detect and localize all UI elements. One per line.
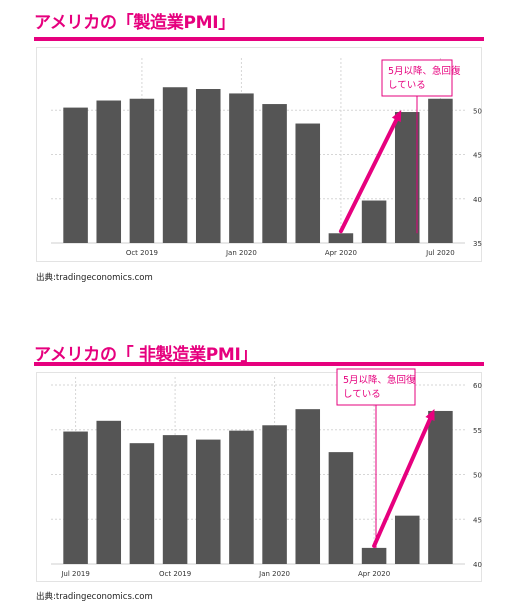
bar-apr-2020 [328, 233, 354, 243]
y-tick-label: 45 [473, 516, 482, 524]
bar-may-2020 [361, 200, 387, 243]
bar-may-2020 [394, 515, 420, 564]
bar-aug-2019 [63, 107, 88, 243]
chart-title-manufacturing: アメリカの「製造業PMI」 [34, 13, 235, 33]
title-underline-non-manufacturing [34, 362, 484, 366]
recovery-arrow-shaft [338, 117, 399, 234]
callout-text: している [388, 80, 426, 91]
chart-title-non-manufacturing: アメリカの「 非製造業PMI」 [34, 345, 258, 365]
x-tick-label: Jan 2020 [225, 249, 257, 257]
callout-box [336, 368, 416, 406]
x-tick-label: Oct 2019 [126, 249, 158, 257]
y-tick-label: 45 [473, 152, 482, 160]
x-tick-label: Jul 2019 [60, 570, 90, 578]
callout-text: している [343, 389, 381, 400]
y-tick-label: 35 [473, 240, 482, 248]
non-manufacturing-pmi-chart: 40 45 50 55 60 Jul 2019 Oct 2019 Jan 2020 Apr 20… [51, 368, 482, 578]
chart-frame-non-manufacturing: 40 45 50 55 60 Jul 2019 Oct 2019 Jan 2020 Apr 20… [36, 368, 482, 582]
callout-text: 5月以降、急回復 [343, 374, 416, 386]
title-underline-manufacturing [34, 37, 484, 41]
bar-dec-2019 [195, 89, 221, 243]
source-note-manufacturing: 出典:tradingeconomics.com [36, 273, 153, 283]
y-tick-label: 50 [473, 472, 482, 480]
bar-jun-2020 [394, 112, 420, 244]
bar-sep-2019 [129, 443, 155, 564]
bar-nov-2019 [162, 87, 188, 243]
x-tick-label: Apr 2020 [358, 570, 390, 578]
y-tick-label: 50 [473, 107, 482, 115]
bar-nov-2019 [195, 439, 221, 564]
bar-jul-2020 [428, 98, 453, 243]
y-tick-label: 55 [473, 427, 482, 435]
x-tick-label: Jan 2020 [258, 570, 290, 578]
recovery-arrow-head [425, 408, 435, 422]
bar-mar-2020 [328, 452, 354, 564]
bar-oct-2019 [129, 98, 155, 243]
bar-jan-2020 [262, 425, 287, 564]
bar-sep-2019 [96, 100, 122, 243]
y-tick-label: 60 [473, 382, 482, 390]
source-note-non-manufacturing: 出典:tradingeconomics.com [36, 592, 153, 602]
bar-mar-2020 [295, 123, 321, 243]
bar-oct-2019 [162, 435, 188, 564]
callout-box [381, 59, 453, 97]
x-tick-label: Apr 2020 [325, 249, 357, 257]
bar-apr-2020 [361, 547, 387, 564]
bar-dec-2019 [229, 430, 254, 564]
bar-aug-2019 [96, 420, 122, 564]
bar-feb-2020 [295, 409, 321, 564]
manufacturing-pmi-chart: 35 40 45 50 Oct 2019 Jan 2020 Apr 2020 Jul 2020… [51, 58, 482, 257]
bar-jan-2020 [229, 93, 254, 243]
y-tick-label: 40 [473, 561, 482, 569]
y-tick-label: 40 [473, 196, 482, 204]
x-tick-label: Jul 2020 [425, 249, 455, 257]
x-tick-label: Oct 2019 [159, 570, 191, 578]
recovery-arrow-shaft [372, 417, 432, 548]
bar-feb-2020 [262, 104, 287, 244]
bar-jun-2020 [428, 410, 453, 564]
callout-text: 5月以降、急回復 [388, 65, 461, 77]
chart-frame-manufacturing: 35 40 45 50 Oct 2019 Jan 2020 Apr 2020 Jul 2020… [36, 47, 482, 262]
recovery-arrow-head [391, 110, 402, 123]
bar-jul-2019 [63, 431, 88, 564]
